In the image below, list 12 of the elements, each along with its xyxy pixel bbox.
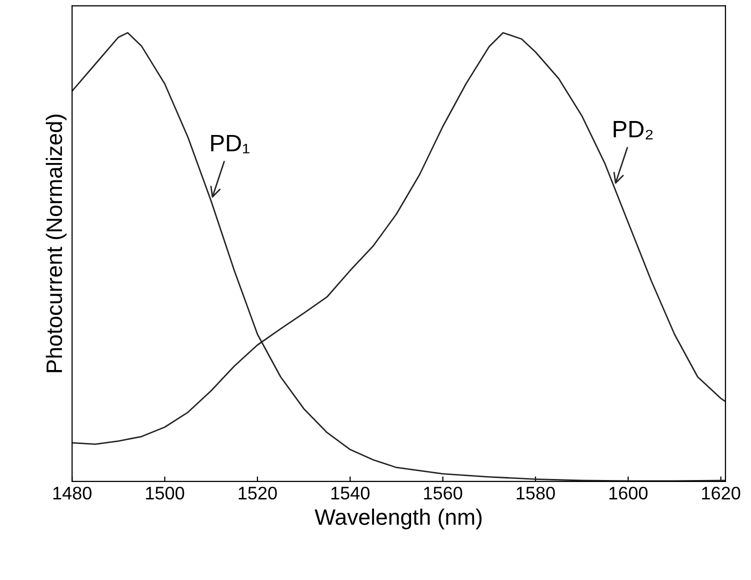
y-axis-title: Photocurrent (Normalized): [46, 114, 67, 372]
x-tick-label: 1520: [238, 486, 277, 500]
x-tick-label: 1480: [53, 486, 92, 500]
x-tick-label: 1500: [146, 486, 184, 500]
x-tick-label: 1620: [702, 486, 740, 500]
x-tick-label: 1540: [331, 486, 370, 500]
annotation: PD₁: [211, 134, 250, 154]
x-tick-label: 1560: [424, 486, 462, 500]
x-axis-title: Wavelength (nm): [314, 508, 482, 530]
x-tick-label: 1580: [516, 486, 555, 500]
annotation: PD₂: [614, 121, 653, 140]
x-tick-label: 1600: [609, 486, 648, 500]
